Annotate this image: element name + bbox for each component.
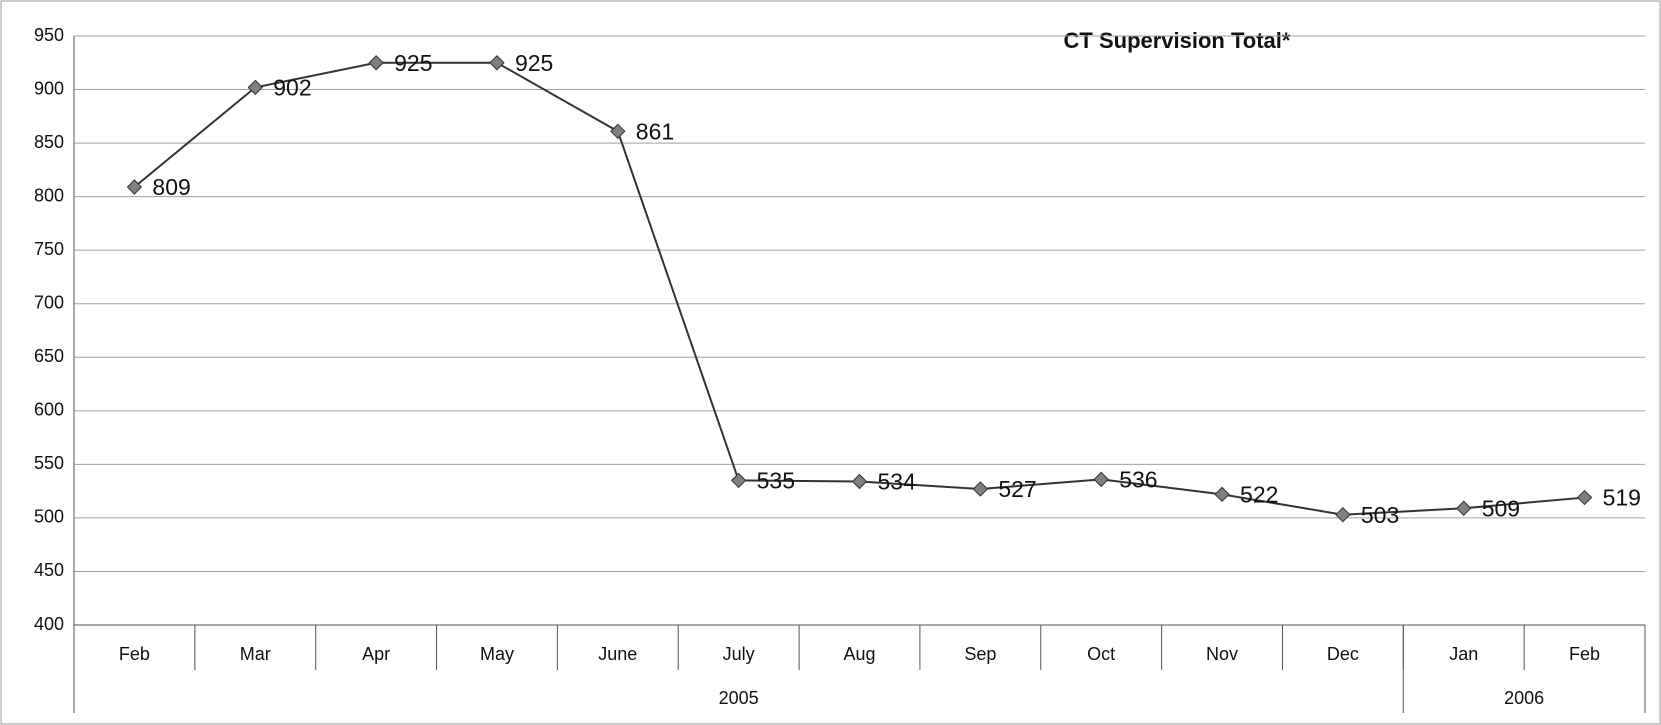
group-label: 2005	[719, 688, 759, 708]
marker	[730, 472, 747, 489]
group-label: 2006	[1504, 688, 1544, 708]
data-label: 509	[1482, 495, 1520, 521]
y-tick-label: 500	[34, 507, 64, 527]
marker	[972, 481, 989, 497]
y-tick-label: 400	[34, 614, 64, 634]
y-tick-label: 650	[34, 346, 64, 366]
x-tick-label: May	[480, 644, 514, 664]
marker	[368, 55, 384, 71]
line	[133, 61, 1585, 516]
data-label: 534	[878, 469, 917, 495]
data-label: 925	[515, 50, 553, 76]
marker	[126, 179, 143, 195]
data-label: 519	[1603, 485, 1641, 511]
x-tick-label: Jan	[1449, 644, 1478, 664]
data-label: 503	[1361, 502, 1399, 528]
marker	[1576, 489, 1593, 506]
marker	[1214, 486, 1230, 503]
y-tick-label: 450	[34, 560, 64, 580]
data-label: 527	[998, 476, 1036, 502]
x-tick-label: Apr	[362, 644, 390, 664]
x-tick-label: Mar	[240, 644, 271, 664]
marker	[1335, 506, 1351, 523]
data-label: 522	[1240, 481, 1278, 507]
x-tick-label: July	[723, 644, 755, 664]
x-tick-label: Feb	[119, 644, 150, 664]
y-tick-label: 850	[34, 132, 64, 152]
marker	[247, 79, 263, 96]
x-tick-label: Sep	[964, 644, 996, 664]
x-tick-label: Oct	[1087, 644, 1115, 664]
y-tick-label: 900	[34, 78, 64, 98]
x-tick-label: Dec	[1327, 644, 1359, 664]
y-tick-label: 950	[34, 25, 64, 45]
marker	[851, 473, 868, 490]
data-label: 535	[757, 468, 795, 494]
data-label: 809	[152, 174, 190, 200]
x-tick-label: June	[598, 644, 637, 664]
y-tick-label: 700	[34, 292, 64, 312]
x-tick-label: Feb	[1569, 644, 1600, 664]
x-tick-label: Nov	[1206, 644, 1238, 664]
x-tick-label: Aug	[843, 644, 875, 664]
marker	[1456, 500, 1472, 516]
data-label: 861	[636, 118, 674, 144]
marker	[610, 123, 626, 140]
marker	[489, 55, 505, 71]
chart-title: CT Supervision Total*	[1064, 28, 1291, 53]
y-tick-label: 550	[34, 453, 64, 473]
marker	[1093, 471, 1109, 488]
y-tick-label: 750	[34, 239, 64, 259]
data-label: 925	[394, 50, 432, 76]
data-label: 902	[273, 74, 311, 100]
y-tick-label: 800	[34, 185, 64, 205]
data-label: 536	[1119, 466, 1157, 492]
y-tick-label: 600	[34, 400, 64, 420]
